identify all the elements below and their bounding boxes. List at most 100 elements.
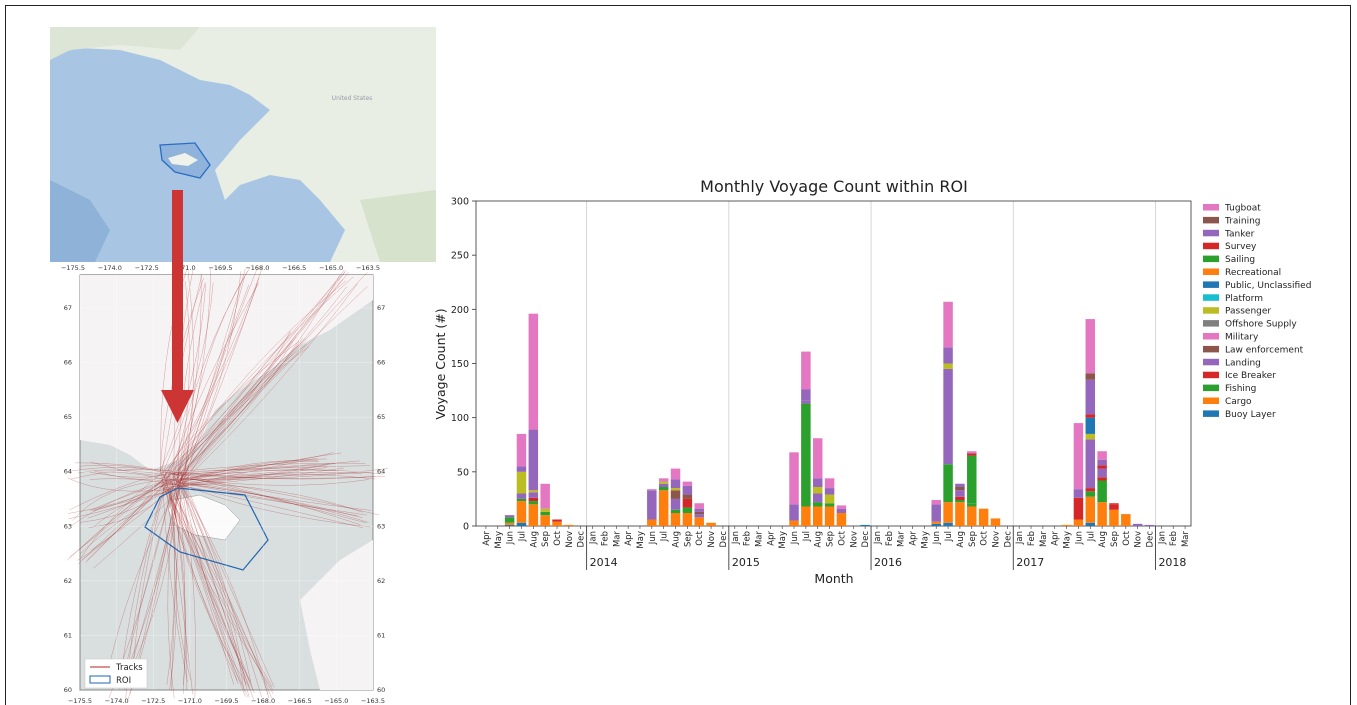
bar-segment [1097, 469, 1106, 478]
x-tick-label: Aug [814, 531, 824, 548]
map-y-tick-label: 64 [377, 468, 385, 476]
x-tick-label: May [1063, 531, 1073, 549]
bar-segment [671, 479, 680, 488]
x-tick-label: Mar [1181, 531, 1191, 548]
bar-segment [1086, 439, 1095, 488]
x-tick-label: Sep [541, 531, 551, 547]
bar-segment [505, 515, 514, 517]
x-tick-label: Jul [802, 531, 812, 542]
bar-segment [943, 364, 952, 369]
bar-segment [659, 482, 668, 484]
chart-title: Monthly Voyage Count within ROI [700, 177, 968, 196]
legend-swatch [1203, 256, 1219, 263]
x-tick-label: Feb [1027, 531, 1037, 546]
x-tick-label: Jun [932, 531, 942, 545]
legend-swatch [1203, 217, 1219, 224]
bar-segment [659, 484, 668, 487]
legend-label: Recreational [1225, 268, 1281, 278]
bar-segment [825, 478, 834, 488]
x-tick-label: Feb [600, 531, 610, 546]
x-tick-label: Jul [1086, 531, 1096, 542]
bar-segment [694, 514, 703, 517]
bar-segment [1109, 504, 1118, 509]
bar-segment [825, 507, 834, 527]
bar-segment [1097, 451, 1106, 460]
bar-segment [931, 524, 940, 526]
map-x-tick-label: −172.5 [141, 697, 165, 705]
legend-swatch [1203, 281, 1219, 288]
bar-segment [967, 453, 976, 455]
x-tick-label: Oct [980, 530, 990, 545]
bar-segment [647, 490, 656, 519]
year-label: 2015 [732, 556, 760, 569]
bar-segment [1097, 477, 1106, 480]
arrow-shaft [172, 190, 183, 390]
x-tick-label: Sep [968, 531, 978, 547]
bar-segment [1062, 525, 1071, 526]
bar-segment [837, 509, 846, 513]
legend-label: Sailing [1225, 255, 1255, 265]
legend-swatch [1203, 359, 1219, 366]
bar-segment [1121, 514, 1130, 526]
x-tick-label: Oct [553, 530, 563, 545]
legend-label: Tanker [1224, 229, 1255, 239]
bar-segment [813, 487, 822, 494]
bar-segment [813, 478, 822, 487]
x-tick-label: Jan [1157, 531, 1167, 545]
bar-segment [801, 404, 810, 507]
bar-segment [837, 513, 846, 526]
bar-segment [1086, 319, 1095, 373]
bar-segment [943, 523, 952, 526]
bar-segment [694, 512, 703, 514]
y-tick-label: 200 [451, 305, 469, 316]
bar-segment [671, 513, 680, 526]
map-y-tick-label: 66 [377, 359, 385, 367]
bar-segment [1086, 491, 1095, 496]
map-x-tick-label: −174.0 [98, 264, 122, 272]
legend-label: Cargo [1225, 397, 1252, 407]
bar-segment [801, 507, 810, 527]
map-y-tick-label: 67 [377, 304, 385, 312]
x-tick-label: May [920, 531, 930, 549]
legend-label: Fishing [1225, 384, 1256, 394]
bar-segment [967, 451, 976, 453]
map-x-tick-label: −175.5 [61, 264, 85, 272]
year-label: 2014 [590, 556, 618, 569]
bar-segment [813, 502, 822, 506]
x-tick-label: May [778, 531, 788, 549]
x-tick-label: Nov [849, 531, 859, 548]
map-x-tick-label: −165.0 [324, 697, 348, 705]
x-tick-label: Feb [885, 531, 895, 546]
x-tick-label: Aug [1098, 531, 1108, 548]
x-tick-label: Dec [1003, 531, 1013, 548]
legend-swatch [1203, 398, 1219, 405]
map-y-tick-label: 66 [64, 359, 72, 367]
x-tick-label: Jul [944, 531, 954, 542]
bar-segment [517, 466, 526, 471]
legend-swatch [1203, 243, 1219, 250]
bar-segment [789, 452, 798, 504]
legend-swatch [1203, 230, 1219, 237]
x-tick-label: Sep [1110, 531, 1120, 547]
bar-segment [943, 464, 952, 502]
x-tick-label: Nov [565, 531, 575, 548]
bar-segment [647, 520, 656, 527]
bar-segment [505, 523, 514, 525]
legend-label: Tracks [115, 663, 143, 673]
legend-label: Military [1225, 333, 1259, 343]
bar-segment [1097, 460, 1106, 465]
bar-segment [647, 489, 656, 490]
map-y-tick-label: 63 [64, 522, 72, 530]
bar-segment [943, 302, 952, 348]
bar-segment [706, 523, 715, 526]
bar-segment [825, 495, 834, 504]
map-y-tick-label: 60 [377, 686, 385, 694]
x-tick-label: Jan [1015, 531, 1025, 545]
bar-segment [1097, 481, 1106, 503]
bar-segment [1097, 502, 1106, 526]
legend-label: Tugboat [1224, 204, 1261, 214]
plot-frame [476, 201, 1191, 526]
x-tick-label: Jun [790, 531, 800, 545]
legend-swatch [1203, 385, 1219, 392]
map-x-tick-label: −172.5 [135, 264, 159, 272]
